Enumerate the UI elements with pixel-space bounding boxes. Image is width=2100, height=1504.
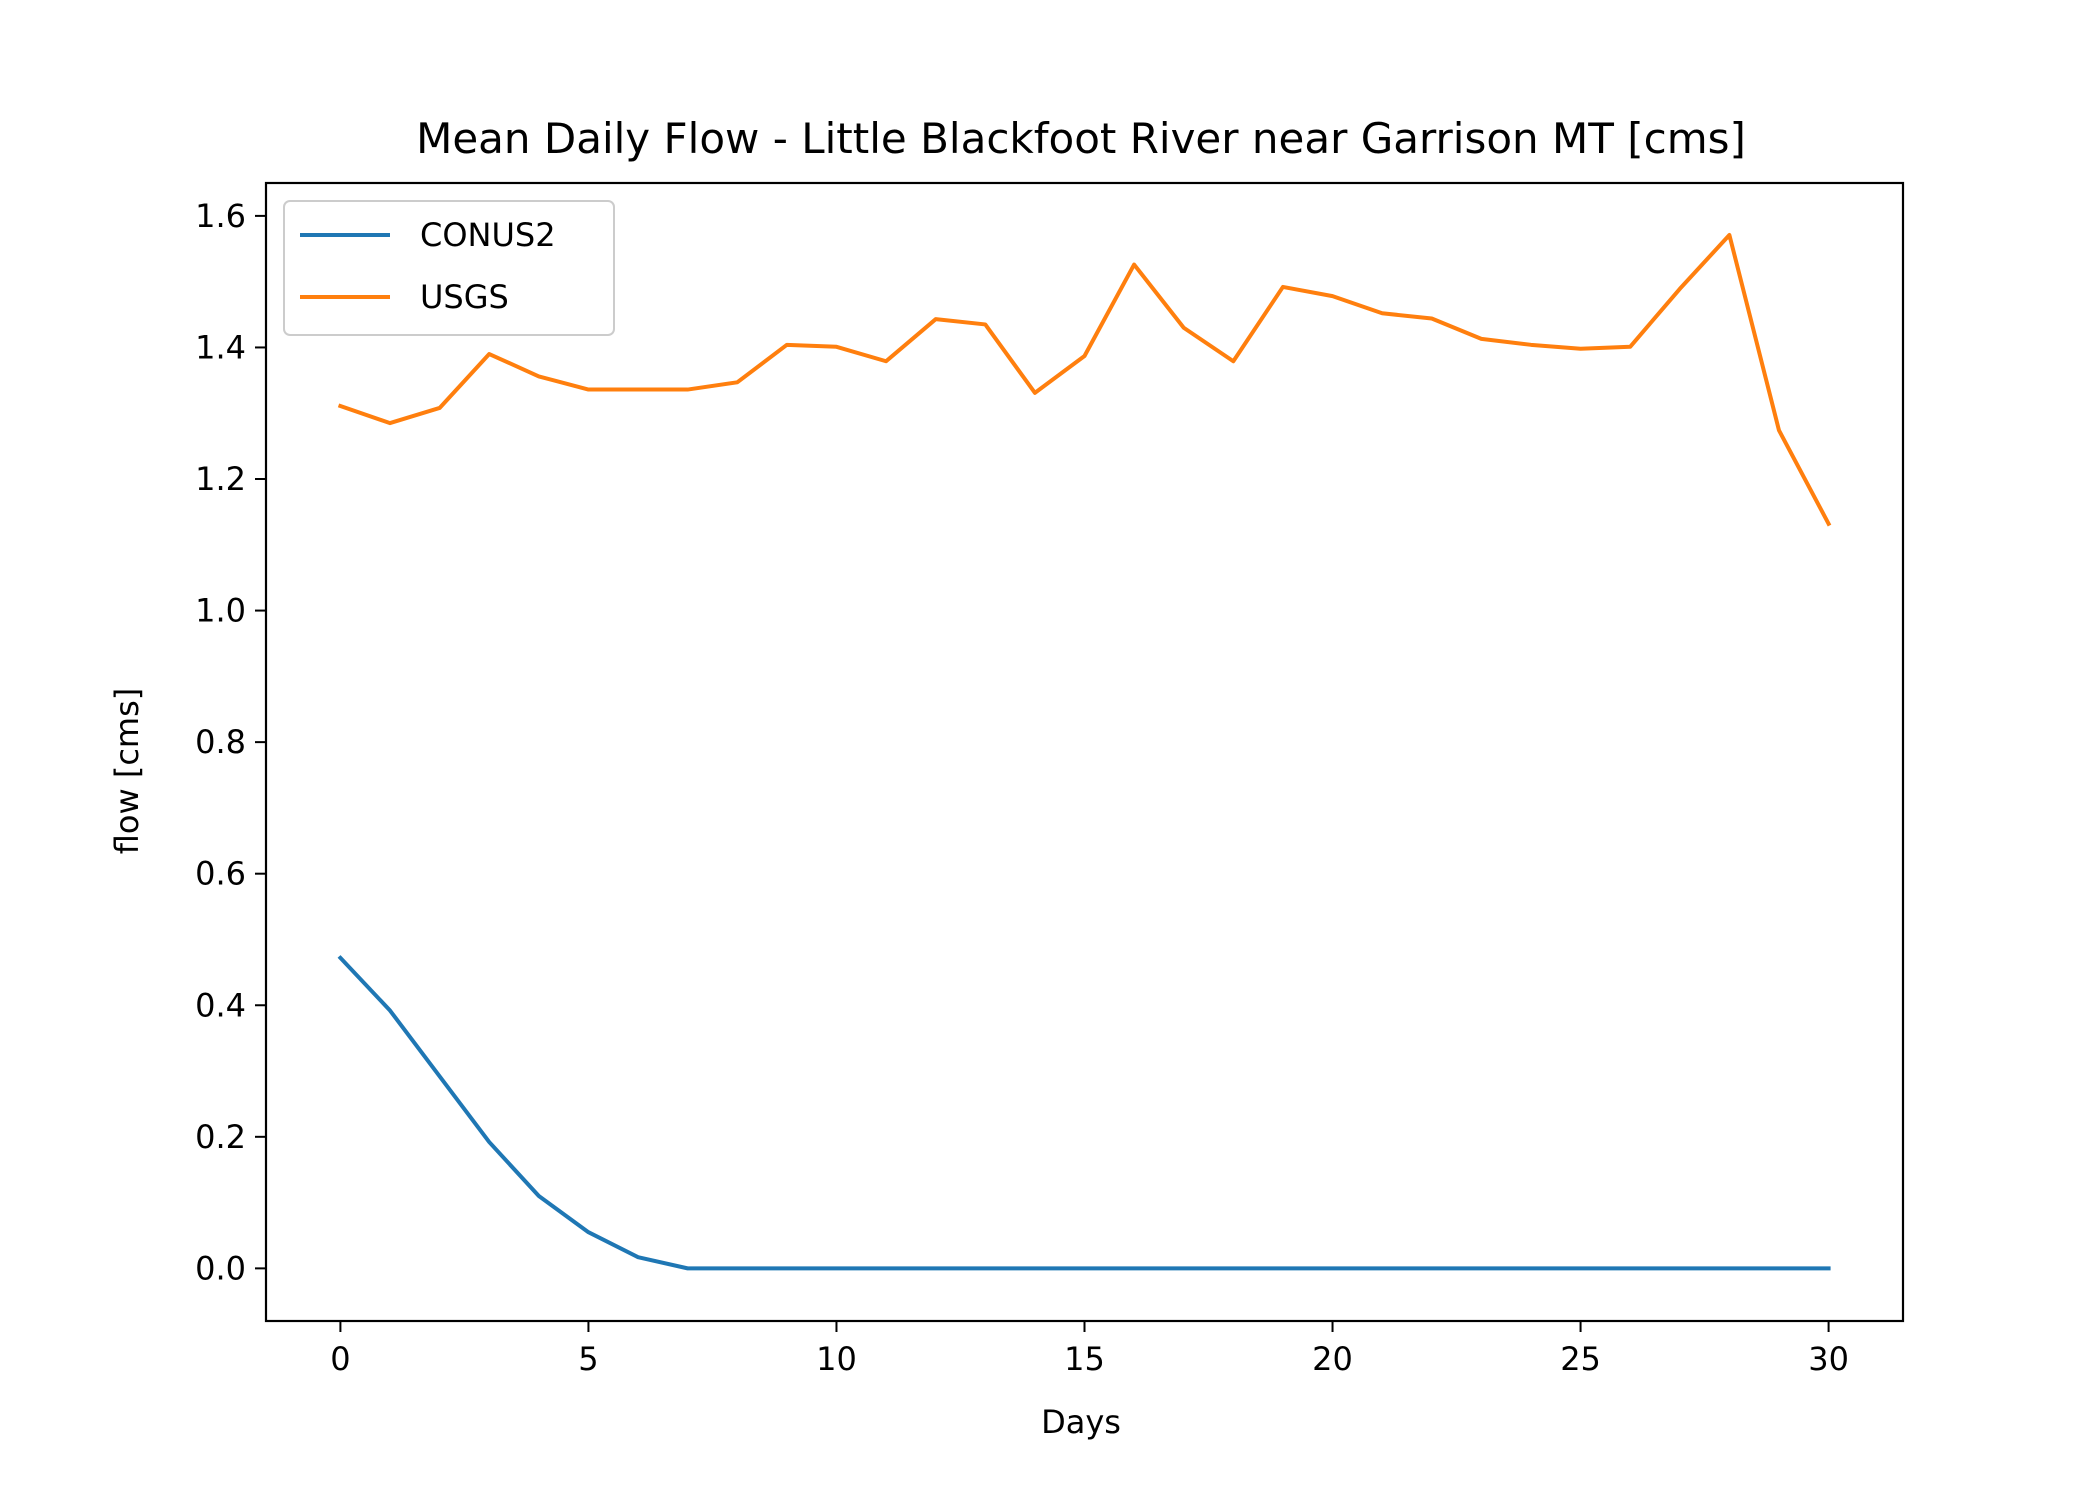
legend: CONUS2 USGS [283, 200, 615, 336]
y-tick-label: 0.4 [195, 986, 246, 1024]
chart-title: Mean Daily Flow - Little Blackfoot River… [416, 114, 1746, 163]
x-tick-label: 25 [1560, 1340, 1601, 1378]
x-tick-label: 30 [1808, 1340, 1849, 1378]
series-line-conus2 [337, 955, 1831, 1271]
y-tick-label: 0.8 [195, 723, 246, 761]
plot-area: 0 5 10 15 20 25 30 0.0 0.2 0.4 0.6 0.8 1.0 1.2 1.4 1.6 [195, 181, 1905, 1378]
y-tick-label: 0.2 [195, 1118, 246, 1156]
y-tick-label: 1.0 [195, 592, 246, 630]
legend-label-conus2: CONUS2 [420, 216, 556, 254]
series-line-usgs [337, 232, 1832, 527]
y-axis-label: flow [cms] [108, 688, 146, 854]
x-tick-label: 5 [578, 1340, 598, 1378]
x-tick-label: 15 [1064, 1340, 1105, 1378]
y-tick-label: 0.0 [195, 1249, 246, 1287]
y-tick-label: 1.6 [195, 197, 246, 235]
y-tick-label: 0.6 [195, 855, 246, 893]
x-tick-label: 10 [816, 1340, 857, 1378]
y-tick-label: 1.4 [195, 328, 246, 366]
y-tick-label: 1.2 [195, 460, 246, 498]
x-tick-label: 20 [1312, 1340, 1353, 1378]
legend-label-usgs: USGS [420, 278, 509, 316]
x-axis-label: Days [1041, 1403, 1121, 1441]
x-tick-label: 0 [330, 1340, 350, 1378]
